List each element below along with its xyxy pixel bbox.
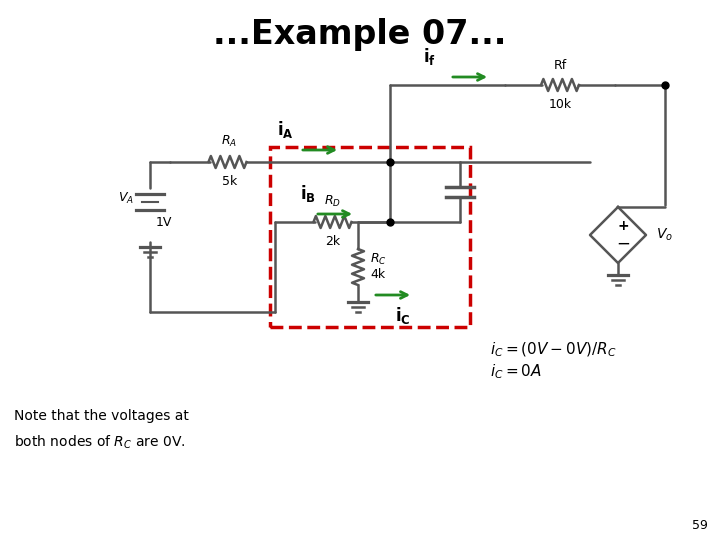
Text: Note that the voltages at
both nodes of $R_C$ are 0V.: Note that the voltages at both nodes of … — [14, 409, 189, 451]
Text: Rf: Rf — [554, 59, 567, 72]
Text: 59: 59 — [692, 519, 708, 532]
Text: $\mathbf{i_f}$: $\mathbf{i_f}$ — [423, 46, 436, 67]
Text: 4k: 4k — [370, 268, 385, 281]
Text: 5k: 5k — [222, 175, 237, 188]
Text: 2k: 2k — [325, 235, 340, 248]
Text: $R_A$: $R_A$ — [222, 134, 238, 149]
Text: ...Example 07...: ...Example 07... — [213, 18, 507, 51]
Text: 1V: 1V — [156, 215, 172, 228]
Text: $\mathbf{i_A}$: $\mathbf{i_A}$ — [276, 119, 294, 140]
Text: $V_o$: $V_o$ — [656, 227, 673, 243]
Text: $i_C = 0A$: $i_C = 0A$ — [490, 363, 542, 381]
Text: $V_A$: $V_A$ — [118, 191, 134, 206]
Text: +: + — [617, 219, 629, 233]
Text: $\mathbf{i_B}$: $\mathbf{i_B}$ — [300, 183, 316, 204]
Text: 10k: 10k — [549, 98, 572, 111]
Text: $R_C$: $R_C$ — [370, 252, 387, 267]
Text: −: − — [616, 235, 630, 253]
Text: $\mathbf{i_C}$: $\mathbf{i_C}$ — [395, 305, 411, 326]
Text: $R_D$: $R_D$ — [324, 194, 341, 209]
Text: $i_C = (0V - 0V)/ R_C$: $i_C = (0V - 0V)/ R_C$ — [490, 341, 617, 359]
